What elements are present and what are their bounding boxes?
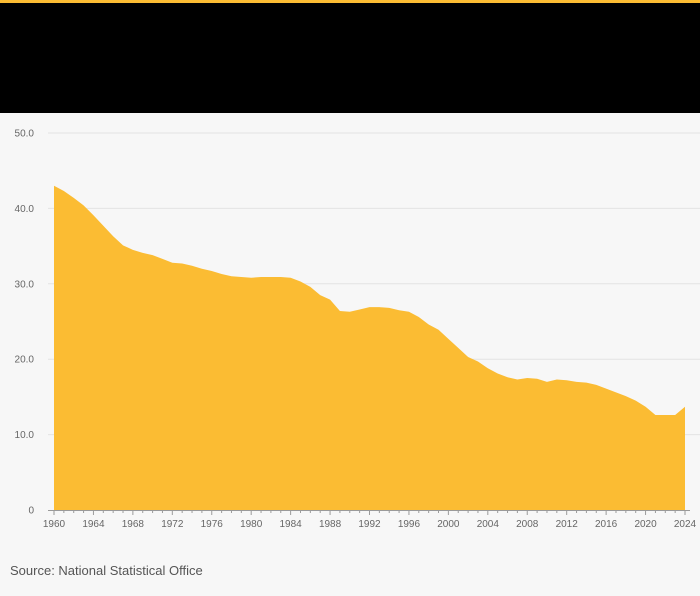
y-tick-label: 0 bbox=[28, 506, 34, 517]
x-tick-label: 2020 bbox=[634, 519, 657, 530]
x-tick-label: 2000 bbox=[437, 519, 460, 530]
x-tick-label: 1988 bbox=[319, 519, 342, 530]
x-tick-label: 1992 bbox=[358, 519, 381, 530]
x-tick-label: 1972 bbox=[161, 519, 184, 530]
x-tick-label: 2016 bbox=[595, 519, 618, 530]
y-tick-label: 10.0 bbox=[15, 430, 35, 441]
x-tick-label: 2012 bbox=[556, 519, 579, 530]
x-tick-label: 1964 bbox=[82, 519, 105, 530]
x-tick-label: 1980 bbox=[240, 519, 263, 530]
x-tick-label: 2024 bbox=[674, 519, 697, 530]
x-tick-label: 2004 bbox=[477, 519, 500, 530]
source-note: Source: National Statistical Office bbox=[10, 563, 203, 578]
area-fill bbox=[54, 185, 685, 510]
x-tick-label: 1968 bbox=[122, 519, 145, 530]
area-series bbox=[54, 185, 685, 510]
axes: 0 10.0 20.0 30.0 40.0 50.0 1960 1964 1968 1972 197… bbox=[15, 129, 697, 531]
y-tick-label: 40.0 bbox=[15, 204, 35, 215]
y-tick-label: 30.0 bbox=[15, 279, 35, 290]
x-tick-label: 1960 bbox=[43, 519, 66, 530]
header-band bbox=[0, 3, 700, 113]
y-tick-label: 20.0 bbox=[15, 355, 35, 366]
area-chart: 0 10.0 20.0 30.0 40.0 50.0 1960 1964 1968 1972 197… bbox=[15, 129, 700, 531]
x-tick-label: 1984 bbox=[280, 519, 303, 530]
x-tick-label: 1976 bbox=[201, 519, 224, 530]
x-tick-label: 1996 bbox=[398, 519, 421, 530]
y-tick-label: 50.0 bbox=[15, 129, 35, 140]
accent-bar bbox=[0, 0, 700, 3]
x-tick-label: 2008 bbox=[516, 519, 539, 530]
